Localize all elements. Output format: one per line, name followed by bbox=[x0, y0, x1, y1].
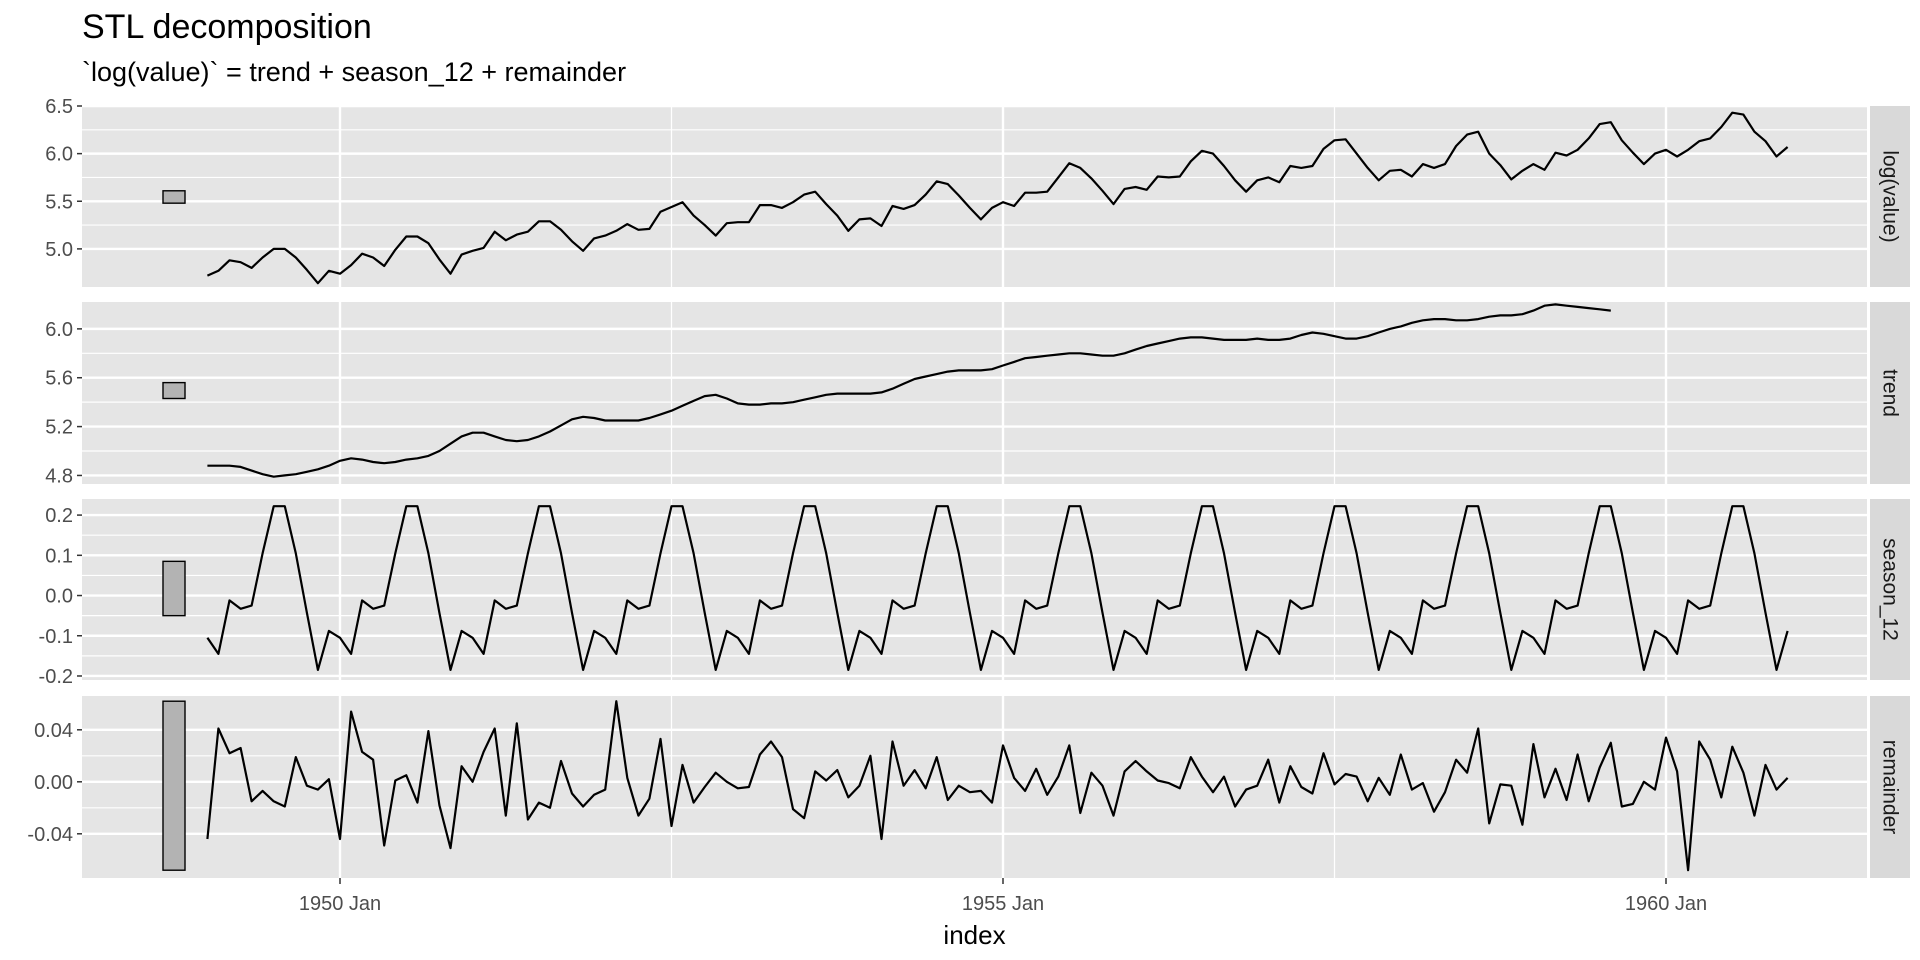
x-tick-label: 1950 Jan bbox=[299, 893, 381, 915]
y-tick-label: 5.0 bbox=[45, 239, 73, 261]
facet-strip-label: log(value) bbox=[1879, 150, 1902, 242]
facet-strip bbox=[1870, 499, 1910, 680]
y-tick-label: 6.0 bbox=[45, 144, 73, 166]
x-tick-label: 1955 Jan bbox=[962, 893, 1044, 915]
y-tick-label: 5.2 bbox=[45, 417, 73, 439]
y-tick-label: -0.1 bbox=[39, 626, 73, 648]
x-tick-label: 1960 Jan bbox=[1625, 893, 1707, 915]
series-line bbox=[206, 505, 1789, 672]
y-tick-label: 6.0 bbox=[45, 319, 73, 341]
facet-panel-trend: 4.8 5.2 5.6 6.0 trend bbox=[45, 302, 1910, 487]
facet-strip bbox=[1870, 106, 1910, 287]
facet-strip bbox=[1870, 696, 1910, 878]
x-axis-label: index bbox=[943, 920, 1005, 950]
y-tick-label: 0.00 bbox=[34, 772, 73, 794]
facet-strip-label: remainder bbox=[1879, 740, 1902, 835]
panel-background bbox=[82, 106, 1867, 287]
series-line bbox=[207, 303, 1611, 478]
panel-background bbox=[82, 499, 1867, 680]
scale-bar bbox=[162, 700, 186, 871]
facet-panel-season-12: -0.2 -0.1 0.0 0.1 0.2 season_12 bbox=[39, 499, 1910, 688]
y-tick-label: -0.2 bbox=[39, 666, 73, 688]
y-tick-label: 0.0 bbox=[45, 586, 73, 608]
facet-panel-log-value: 5.0 5.5 6.0 6.5 log(value) bbox=[45, 96, 1910, 287]
series-line bbox=[206, 700, 1789, 872]
scale-bar bbox=[162, 381, 186, 400]
facet-panel-remainder: -0.04 0.00 0.04 remainder bbox=[27, 696, 1910, 878]
scale-bar bbox=[162, 190, 186, 204]
y-tick-label: 5.5 bbox=[45, 191, 73, 213]
series-line bbox=[206, 111, 1789, 285]
y-tick-label: 5.6 bbox=[45, 368, 73, 390]
scale-bar bbox=[162, 560, 186, 617]
facet-strip-label: season_12 bbox=[1879, 538, 1902, 641]
chart-title: STL decomposition bbox=[82, 8, 372, 46]
y-tick-label: 6.5 bbox=[45, 96, 73, 118]
y-tick-label: 4.8 bbox=[45, 465, 73, 487]
y-tick-label: 0.2 bbox=[45, 505, 73, 527]
y-tick-label: 0.1 bbox=[45, 545, 73, 567]
panel-background bbox=[82, 302, 1867, 484]
y-tick-label: 0.04 bbox=[34, 720, 73, 742]
y-tick-label: -0.04 bbox=[27, 824, 73, 846]
facet-strip bbox=[1870, 302, 1910, 484]
facet-strip-label: trend bbox=[1879, 369, 1902, 417]
chart-subtitle: `log(value)` = trend + season_12 + remai… bbox=[82, 57, 627, 87]
